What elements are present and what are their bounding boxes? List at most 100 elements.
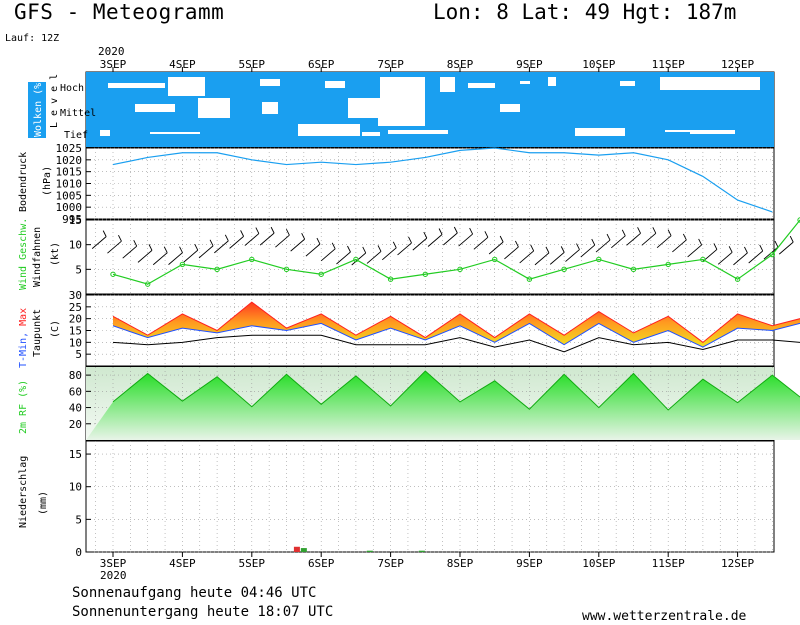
- cloud-clear-patch: [348, 98, 378, 118]
- cloud-level-low: Tief: [64, 130, 88, 141]
- cloud-clear-patch: [378, 98, 425, 126]
- precip-bar: [300, 548, 307, 552]
- wind-speed-point: [665, 261, 671, 268]
- wind-barb-flag: [453, 226, 458, 234]
- wind-barb-flag: [301, 232, 306, 240]
- wind-barb: [107, 240, 122, 254]
- wind-speed-point: [596, 256, 602, 263]
- day-label-bottom: 10SEP: [582, 557, 615, 570]
- cloud-clear-patch: [150, 132, 200, 134]
- cloud-clear-patch: [168, 77, 205, 96]
- rh-tick-label: 60: [69, 385, 82, 398]
- precip-tick-label: 5: [75, 513, 82, 526]
- wind-barb-flag: [667, 229, 672, 236]
- wind-speed-point: [318, 271, 324, 277]
- rh-line: [112, 370, 800, 411]
- temp-label: T-Min, Max: [18, 308, 29, 368]
- cloud-clear-patch: [325, 81, 345, 88]
- cloud-level-label: L e v e l: [49, 74, 60, 128]
- wind-speed-label: Wind Geschw.: [18, 218, 29, 290]
- temp-min-label: T-Min,: [18, 332, 29, 368]
- wind-speed-line: [112, 219, 800, 285]
- wind-speed-point: [422, 271, 428, 277]
- precip-bar: [366, 550, 373, 552]
- wind-barb-flag: [347, 245, 351, 253]
- wind-speed-point: [214, 266, 220, 273]
- wind-barb: [534, 252, 550, 266]
- wind-tick-label: 15: [69, 214, 82, 227]
- wind-barb: [626, 232, 641, 246]
- wind-barb: [336, 251, 351, 265]
- wind-barb: [549, 252, 565, 265]
- cloud-label-box: [28, 82, 46, 138]
- cloud-clear-patch: [198, 98, 230, 118]
- wind-speed-point: [387, 276, 394, 282]
- rh-area: [86, 371, 800, 440]
- pressure-tick-label: 1000: [56, 201, 83, 214]
- wind-barb: [183, 249, 199, 263]
- model-run: Lauf: 12Z: [5, 33, 60, 44]
- wind-barb-label: Windfahnen: [32, 227, 43, 287]
- cloud-clear-patch: [500, 104, 520, 112]
- cloud-clear-patch: [575, 128, 625, 136]
- day-label-top: 12SEP: [721, 58, 754, 71]
- wind-speed-point: [526, 276, 533, 282]
- day-label-top: 6SEP: [308, 58, 335, 71]
- wind-barb-flag: [759, 244, 764, 252]
- cloud-clear-patch: [690, 130, 735, 134]
- wind-barb: [443, 232, 458, 246]
- day-label-bottom: 6SEP: [308, 557, 335, 570]
- dewpoint-label: Taupunkt: [32, 309, 43, 357]
- cloud-clear-patch: [440, 77, 455, 92]
- wind-barb: [565, 249, 580, 262]
- plot-layer: [86, 147, 800, 553]
- pressure-tick-label: 1015: [56, 166, 83, 179]
- wind-barb: [351, 252, 367, 266]
- wind-barb-flag: [698, 238, 703, 246]
- cloud-clear-patch: [388, 130, 448, 134]
- wind-speed-point: [110, 271, 116, 277]
- wind-barb: [427, 234, 443, 247]
- precip-tick-label: 10: [69, 481, 82, 494]
- wind-barb: [214, 240, 229, 254]
- wind-barb-flag: [194, 243, 199, 251]
- wind-speed-point: [179, 261, 186, 268]
- location-coords: Lon: 8 Lat: 49 Hgt: 187m: [433, 0, 737, 24]
- wind-barb-flag: [606, 233, 611, 241]
- wind-barb-flag: [133, 239, 138, 247]
- wind-barb-flag: [789, 235, 794, 243]
- temp-tick-label: 25: [69, 301, 82, 314]
- wind-barb-flag: [255, 227, 260, 234]
- year-label-bottom: 2020: [100, 569, 127, 582]
- wind-barb: [259, 232, 275, 246]
- pressure-tick-label: 1005: [56, 189, 83, 202]
- precip-tick-label: 15: [69, 448, 82, 461]
- wind-barb: [152, 252, 168, 266]
- wind-barb: [122, 245, 138, 259]
- wind-barb: [687, 244, 702, 258]
- wind-barb: [672, 239, 687, 253]
- wind-speed-point: [769, 251, 775, 258]
- wind-barb-flag: [576, 243, 580, 250]
- cloud-clear-patch: [620, 81, 635, 86]
- cloud-clear-patch: [362, 132, 380, 136]
- cloud-level-mid: Mittel: [60, 108, 96, 119]
- cloud-label: Wolken (%): [33, 77, 44, 137]
- precip-tick-label: 0: [75, 546, 82, 559]
- wind-barb-flag: [515, 240, 519, 248]
- cloud-clear-patch: [548, 77, 556, 86]
- day-label-top: 10SEP: [582, 58, 615, 71]
- wind-barb: [137, 250, 153, 263]
- wind-barb-flag: [179, 246, 183, 253]
- wind-barb: [244, 233, 260, 246]
- wind-barb-flag: [423, 231, 428, 239]
- precip-bar: [293, 546, 300, 552]
- temp-tick-label: 5: [75, 348, 82, 361]
- wind-barb-flag: [102, 230, 107, 237]
- cloud-clear-patch: [108, 83, 165, 88]
- wind-barb-flag: [545, 246, 550, 254]
- cloud-clear-patch: [260, 79, 280, 86]
- cloud-panel: Wolken (%) L e v e l Hoch Mittel Tief: [28, 72, 774, 147]
- wind-barb-flag: [331, 242, 336, 249]
